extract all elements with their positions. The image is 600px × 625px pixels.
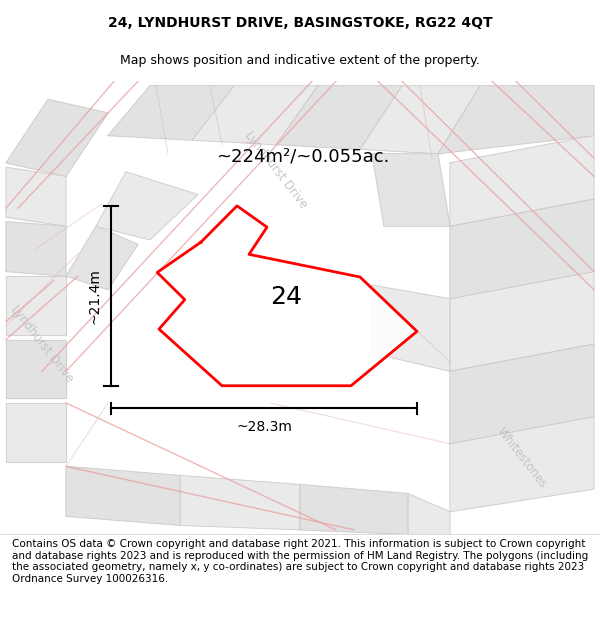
- Polygon shape: [450, 416, 594, 512]
- Polygon shape: [96, 172, 198, 240]
- Polygon shape: [450, 271, 594, 371]
- Polygon shape: [108, 86, 234, 140]
- Polygon shape: [6, 339, 66, 399]
- Polygon shape: [360, 86, 480, 154]
- Text: Contains OS data © Crown copyright and database right 2021. This information is : Contains OS data © Crown copyright and d…: [12, 539, 588, 584]
- Text: 24: 24: [271, 285, 302, 309]
- Text: 24, LYNDHURST DRIVE, BASINGSTOKE, RG22 4QT: 24, LYNDHURST DRIVE, BASINGSTOKE, RG22 4…: [107, 16, 493, 30]
- Polygon shape: [6, 99, 108, 176]
- Text: ~28.3m: ~28.3m: [236, 421, 292, 434]
- Polygon shape: [157, 206, 417, 386]
- Text: ~224m²/~0.055ac.: ~224m²/~0.055ac.: [216, 147, 389, 165]
- Text: ~21.4m: ~21.4m: [87, 268, 101, 324]
- Polygon shape: [180, 476, 300, 530]
- Polygon shape: [450, 136, 594, 226]
- Polygon shape: [450, 199, 594, 299]
- Text: Map shows position and indicative extent of the property.: Map shows position and indicative extent…: [120, 54, 480, 68]
- Text: Lyndhurst Drive: Lyndhurst Drive: [242, 129, 310, 211]
- Polygon shape: [66, 226, 138, 290]
- Polygon shape: [450, 344, 594, 444]
- Polygon shape: [408, 494, 450, 534]
- Polygon shape: [192, 86, 318, 144]
- Polygon shape: [66, 466, 180, 525]
- Polygon shape: [300, 484, 408, 534]
- Polygon shape: [6, 403, 66, 462]
- Polygon shape: [372, 285, 450, 371]
- Polygon shape: [6, 222, 66, 276]
- Text: Whitestones: Whitestones: [494, 424, 550, 490]
- Polygon shape: [6, 168, 66, 226]
- Polygon shape: [276, 86, 402, 149]
- Polygon shape: [372, 154, 450, 226]
- Polygon shape: [6, 276, 66, 335]
- Text: Lyndhurst Drive: Lyndhurst Drive: [8, 303, 76, 385]
- Polygon shape: [438, 86, 594, 154]
